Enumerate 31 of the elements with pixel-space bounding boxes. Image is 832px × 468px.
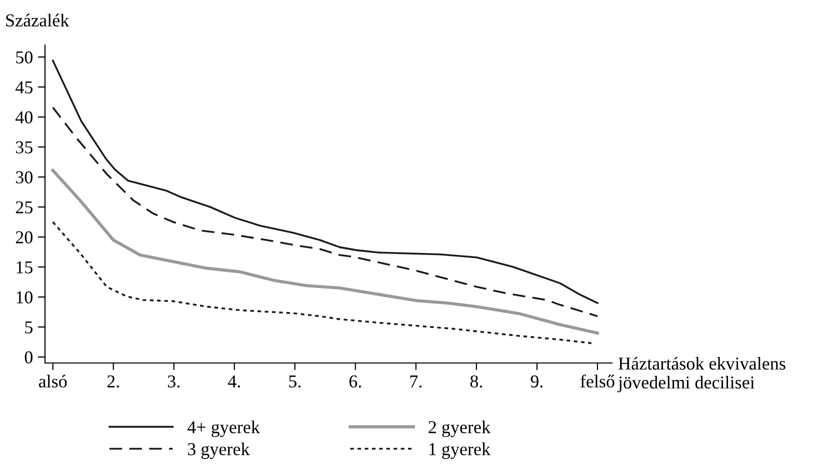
x-tick-label: 2. — [107, 375, 119, 388]
y-tick-label: 10 — [16, 291, 33, 304]
y-tick-label: 15 — [16, 261, 32, 274]
legend-label: 3 gyerek — [188, 442, 250, 459]
line-series — [52, 221, 592, 344]
y-tick-label: 5 — [25, 321, 32, 334]
legend-label: 1 gyerek — [429, 442, 491, 459]
y-tick-label: 0 — [24, 351, 33, 364]
x-tick-label: alsó — [38, 374, 67, 388]
x-tick-label: 8. — [470, 375, 482, 388]
x-tick-label: 6. — [349, 375, 362, 388]
y-tick-label: 20 — [16, 231, 33, 244]
x-tick-label: 7. — [410, 376, 422, 388]
x-tick-label: felső — [580, 374, 614, 388]
legend-label: 2 gyerek — [428, 420, 491, 438]
legend-label: 4+ gyerek — [187, 420, 260, 438]
x-tick-label: 9. — [530, 375, 543, 388]
y-tick-label: 40 — [15, 111, 33, 124]
x-tick-label: 4. — [228, 375, 240, 388]
x-axis-title: Háztartások ekvivalens jövedelmi decilisei — [617, 356, 786, 392]
x-tick-label: 5. — [289, 376, 300, 388]
y-tick-label: 45 — [15, 81, 32, 94]
line-series — [51, 168, 600, 335]
y-axis-title: Százalék — [6, 14, 70, 27]
y-tick-label: 25 — [16, 201, 32, 214]
y-tick-label: 35 — [16, 141, 32, 154]
line-series — [52, 60, 598, 304]
line-series — [52, 106, 598, 318]
x-tick-label: 3. — [168, 375, 180, 388]
y-tick-label: 30 — [16, 171, 33, 184]
y-tick-label: 50 — [16, 51, 33, 64]
